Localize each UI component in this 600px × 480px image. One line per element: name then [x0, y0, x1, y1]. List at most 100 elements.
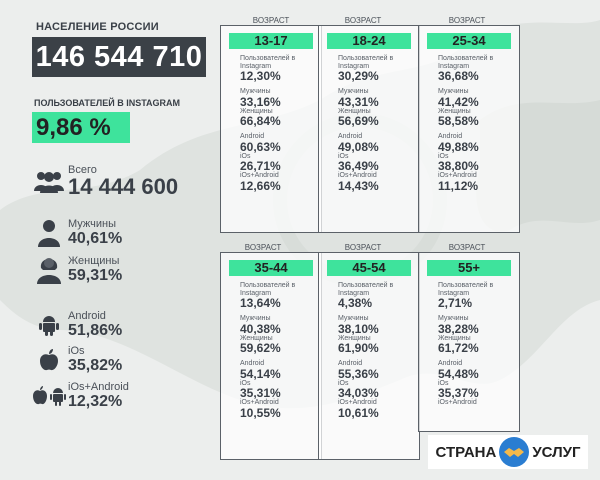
users-value: 12,30% — [240, 69, 281, 83]
android-value: 60,63% — [240, 139, 281, 154]
ios-android-label: iOs+Android — [68, 381, 129, 393]
ios-android-value: 12,32% — [68, 393, 123, 410]
android-value: 54,14% — [240, 366, 281, 381]
men-value: 38,28% — [438, 321, 479, 336]
women-value: 59,62% — [240, 341, 281, 355]
women-label: Женщины — [438, 107, 471, 115]
handshake-icon — [499, 437, 530, 467]
age-caption-6: ВОЗРАСТ — [448, 243, 486, 252]
ios-label: iOs — [338, 379, 349, 387]
women-value: 66,84% — [240, 114, 281, 128]
users-label: Пользователей в Instagram — [338, 282, 394, 297]
men-value: 40,38% — [240, 321, 281, 336]
ios-android-value: 10,55% — [240, 405, 281, 420]
total-label: Всего — [68, 164, 97, 176]
men-value: 33,16% — [240, 94, 281, 109]
summary-ios-android: iOs+Android 12,32% — [32, 381, 129, 410]
ios-android-value: 10,61% — [338, 405, 379, 420]
ios-label: iOs — [438, 152, 449, 160]
women-label: Женщины — [338, 334, 371, 342]
age-range: 18-24 — [327, 33, 411, 49]
men-label: Мужчины — [438, 315, 469, 322]
ios-android-label: iOs+Android — [438, 399, 477, 406]
users-label: Пользователей в Instagram — [240, 55, 296, 70]
men-label: Мужчины — [438, 88, 469, 95]
ios-value: 35,82% — [68, 357, 123, 374]
total-value: 14 444 600 — [68, 174, 179, 199]
strana-uslug-logo: СТРАНА УСЛУГ — [428, 435, 588, 469]
age-range: 25-34 — [427, 33, 511, 49]
ios-value: 38,80% — [438, 159, 479, 173]
women-value: 61,90% — [338, 341, 379, 355]
men-label: Мужчины — [240, 315, 271, 322]
ios-android-label: iOs+Android — [240, 172, 279, 179]
ios-label: iOs — [338, 152, 349, 160]
summary-men: Мужчины 40,61% — [32, 218, 122, 247]
age-caption-5: ВОЗРАСТ — [344, 243, 382, 252]
men-value: 43,31% — [338, 94, 379, 109]
age-range: 13-17 — [229, 33, 313, 49]
ios-value: 36,49% — [338, 159, 379, 173]
users-label: Пользователей в Instagram — [438, 55, 494, 70]
ios-android-value: 12,66% — [240, 178, 281, 193]
age-caption-1: ВОЗРАСТ — [252, 16, 290, 25]
apple-android-icon — [32, 385, 66, 406]
men-label: Мужчины — [338, 315, 369, 322]
age-caption-2: ВОЗРАСТ — [344, 16, 382, 25]
summary-total: Всего 14 444 600 — [32, 164, 178, 198]
ios-android-label: iOs+Android — [338, 399, 377, 406]
ios-label: iOs — [240, 379, 251, 387]
age-range: 45-54 — [327, 260, 411, 276]
men-value: 41,42% — [438, 94, 479, 109]
android-label: Android — [438, 133, 463, 140]
users-group-icon — [32, 169, 66, 193]
men-value: 38,10% — [338, 321, 379, 336]
ios-label: iOs — [240, 152, 251, 160]
women-label: Женщины — [240, 107, 273, 115]
age-card-45-54: 45-54 Пользователей в Instagram 4,38% Му… — [318, 252, 420, 460]
logo-left-text: СТРАНА — [435, 443, 497, 461]
android-value: 49,08% — [338, 139, 379, 154]
apple-icon — [32, 348, 66, 371]
ios-value: 34,03% — [338, 386, 379, 400]
ios-android-label: iOs+Android — [338, 172, 377, 179]
ios-value: 35,37% — [438, 386, 479, 400]
ios-android-value: 11,12% — [438, 178, 479, 193]
women-label: Женщины — [240, 334, 273, 342]
ios-label: iOs — [68, 345, 85, 357]
users-value: 2,71% — [438, 296, 473, 310]
women-value: 58,58% — [438, 114, 479, 128]
summary-ios: iOs 35,82% — [32, 345, 122, 374]
android-label: Android — [68, 310, 106, 322]
android-value: 49,88% — [438, 139, 479, 154]
men-value: 40,61% — [68, 230, 123, 247]
users-label: Пользователей в Instagram — [438, 282, 494, 297]
android-value: 51,86% — [68, 322, 123, 339]
age-caption-4: ВОЗРАСТ — [244, 243, 282, 252]
age-card-13-17: 13-17 Пользователей в Instagram 12,30% М… — [220, 25, 322, 233]
women-value: 61,72% — [438, 341, 479, 355]
age-card-18-24: 18-24 Пользователей в Instagram 30,29% М… — [318, 25, 420, 233]
users-value: 4,38% — [338, 296, 373, 310]
users-value: 30,29% — [338, 69, 379, 83]
ios-label: iOs — [438, 379, 449, 387]
summary-android: Android 51,86% — [32, 310, 122, 339]
users-label: Пользователей в Instagram — [240, 282, 296, 297]
users-value: 36,68% — [438, 69, 479, 83]
android-label: Android — [338, 133, 363, 140]
ios-value: 35,31% — [240, 386, 281, 400]
man-icon — [32, 219, 66, 247]
android-icon — [32, 314, 66, 336]
age-range: 55+ — [427, 260, 511, 276]
age-card-35-44: 35-44 Пользователей в Instagram 13,64% М… — [220, 252, 322, 460]
women-label: Женщины — [68, 254, 120, 267]
android-value: 54,48% — [438, 366, 479, 381]
men-label: Мужчины — [68, 218, 117, 230]
users-value: 13,64% — [240, 296, 281, 310]
population-label: НАСЕЛЕНИЕ РОССИИ — [36, 21, 159, 33]
women-value: 59,31% — [68, 266, 123, 284]
android-label: Android — [240, 133, 265, 140]
ios-android-label: iOs+Android — [240, 399, 279, 406]
instagram-users-label: ПОЛЬЗОВАТЕЛЕЙ В INSTAGRAM — [34, 98, 181, 108]
men-label: Мужчины — [240, 88, 271, 95]
